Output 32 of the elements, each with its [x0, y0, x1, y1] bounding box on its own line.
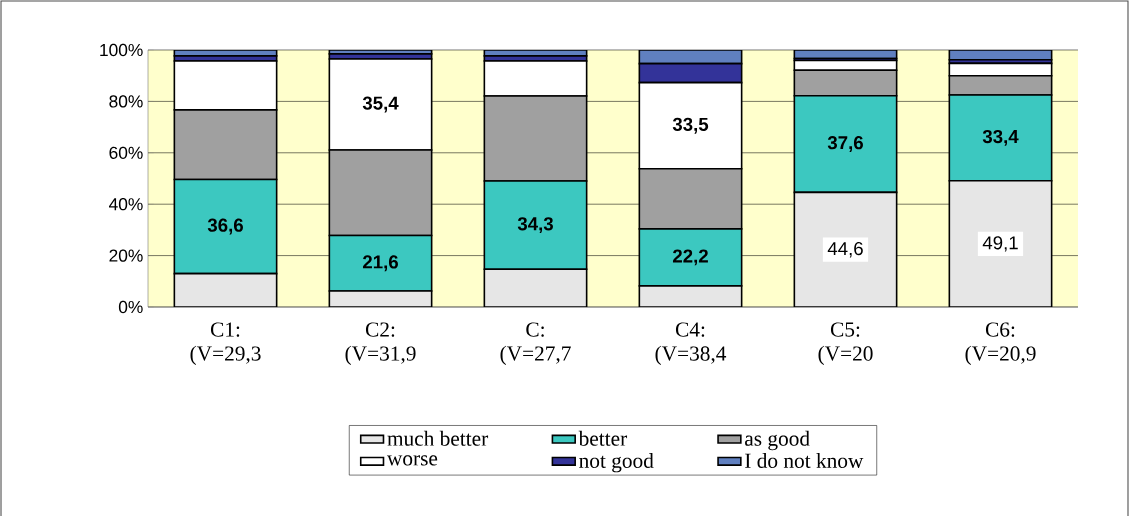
legend-label: much better: [387, 430, 489, 446]
bar: [793, 191, 898, 307]
y-tick-label: 40%: [109, 198, 143, 211]
legend-label: as good: [745, 430, 810, 451]
data-label: 33,4: [982, 129, 1019, 146]
data-label: 34,3: [517, 217, 553, 234]
x-tick-label: C: (V=27,7: [500, 322, 571, 366]
data-label: 36,6: [207, 218, 243, 235]
x-tick-label: C4: (V=38,4: [655, 322, 727, 366]
data-label: 35,4: [362, 96, 399, 113]
bar: [173, 272, 278, 307]
bar: [483, 268, 588, 307]
y-tick-label: 100%: [100, 43, 143, 57]
x-tick-label: C5: (V=20: [818, 322, 873, 366]
legend-label: not good: [579, 452, 654, 473]
data-label: 37,6: [827, 136, 863, 153]
data-label: 49,1: [982, 236, 1018, 252]
legend-label: worse: [386, 455, 438, 466]
legend-label: better: [578, 430, 628, 446]
y-tick-label: 80%: [109, 95, 143, 108]
y-tick-label: 0%: [118, 300, 143, 314]
x-tick-label: C6: (V=20,9: [965, 322, 1036, 366]
data-label: 44,6: [827, 241, 863, 258]
bar: [948, 180, 1053, 307]
data-label: 22,2: [672, 249, 708, 266]
x-tick-label: C1: (V=29,3: [190, 322, 261, 366]
x-tick-label: C2: (V=31,9: [345, 322, 416, 366]
data-label: 33,5: [672, 117, 709, 134]
y-tick-label: 20%: [109, 249, 143, 262]
y-tick-label: 60%: [109, 146, 143, 159]
legend-label: I do not know: [745, 452, 864, 468]
data-label: 21,6: [362, 255, 398, 272]
